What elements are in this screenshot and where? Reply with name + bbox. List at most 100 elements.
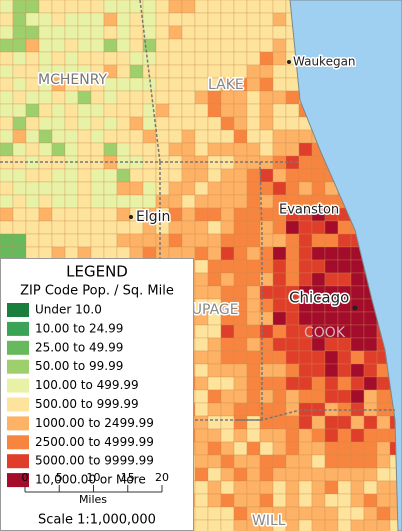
legend-label: 500.00 to 999.99 (35, 397, 139, 411)
zip-area (220, 181, 235, 196)
zip-area (207, 194, 222, 209)
zip-area (90, 12, 105, 27)
zip-area (207, 103, 222, 118)
zip-area (272, 181, 287, 196)
zip-area (220, 103, 235, 118)
zip-area (246, 129, 261, 144)
zip-area (337, 363, 352, 378)
zip-area (272, 415, 287, 430)
zip-area (194, 389, 209, 404)
zip-area (233, 168, 248, 183)
zip-area (350, 324, 365, 339)
zip-area (233, 480, 248, 495)
zip-area (350, 376, 365, 391)
zip-area (155, 51, 170, 66)
zip-area (103, 103, 118, 118)
zip-area (129, 168, 144, 183)
zip-area (0, 220, 14, 235)
zip-area (350, 506, 365, 521)
city-dot (352, 305, 358, 311)
zip-area (285, 506, 300, 521)
zip-area (181, 207, 196, 222)
zip-area (51, 25, 66, 40)
zip-area (103, 129, 118, 144)
zip-area (0, 194, 14, 209)
legend-title: LEGEND (66, 263, 128, 281)
zip-area (311, 389, 326, 404)
zip-area (259, 363, 274, 378)
zip-area (51, 142, 66, 157)
zip-area (298, 506, 313, 521)
zip-area (337, 467, 352, 482)
legend-swatch (7, 378, 29, 393)
zip-area (155, 38, 170, 53)
zip-area (311, 415, 326, 430)
zip-area (90, 0, 105, 14)
zip-area (259, 129, 274, 144)
zip-area (181, 77, 196, 92)
zip-area (285, 142, 300, 157)
zip-area (337, 272, 352, 287)
zip-area (311, 259, 326, 274)
zip-area (194, 324, 209, 339)
zip-area (77, 233, 92, 248)
zip-area (259, 168, 274, 183)
zip-area (272, 51, 287, 66)
legend-swatch (7, 321, 29, 336)
zip-area (12, 181, 27, 196)
zip-area (311, 493, 326, 508)
zip-area (259, 142, 274, 157)
zip-area (194, 77, 209, 92)
zip-area (246, 324, 261, 339)
zip-area (25, 51, 40, 66)
zip-area (38, 90, 53, 105)
zip-area (155, 116, 170, 131)
zip-area (311, 519, 326, 531)
zip-area (142, 194, 157, 209)
zip-area (220, 220, 235, 235)
zip-area (207, 155, 222, 170)
zip-area (12, 233, 27, 248)
zip-area (259, 454, 274, 469)
zip-area (233, 376, 248, 391)
zip-area (259, 0, 274, 14)
zip-area (207, 220, 222, 235)
zip-area (207, 207, 222, 222)
zip-area (194, 259, 209, 274)
zip-area (77, 207, 92, 222)
zip-area (363, 337, 378, 352)
zip-area (38, 233, 53, 248)
zip-area (194, 64, 209, 79)
zip-area (376, 389, 391, 404)
scale-tick-label: 5 (56, 471, 63, 484)
zip-area (155, 194, 170, 209)
zip-area (168, 233, 183, 248)
zip-area (298, 376, 313, 391)
zip-area (298, 350, 313, 365)
zip-area (350, 298, 365, 313)
zip-area (272, 376, 287, 391)
zip-area (246, 376, 261, 391)
zip-area (233, 428, 248, 443)
zip-area (116, 155, 131, 170)
zip-area (363, 467, 378, 482)
zip-area (129, 116, 144, 131)
zip-area (207, 480, 222, 495)
legend-swatch (7, 454, 29, 469)
zip-area (337, 311, 352, 326)
zip-area (285, 324, 300, 339)
zip-area (38, 168, 53, 183)
zip-area (168, 129, 183, 144)
zip-area (350, 272, 365, 287)
zip-area (350, 441, 365, 456)
zip-area (246, 25, 261, 40)
zip-area (142, 233, 157, 248)
zip-area (285, 480, 300, 495)
zip-area (194, 0, 209, 14)
zip-area (233, 389, 248, 404)
zip-area (181, 129, 196, 144)
zip-area (272, 350, 287, 365)
zip-area (181, 51, 196, 66)
zip-area (220, 142, 235, 157)
zip-area (233, 337, 248, 352)
